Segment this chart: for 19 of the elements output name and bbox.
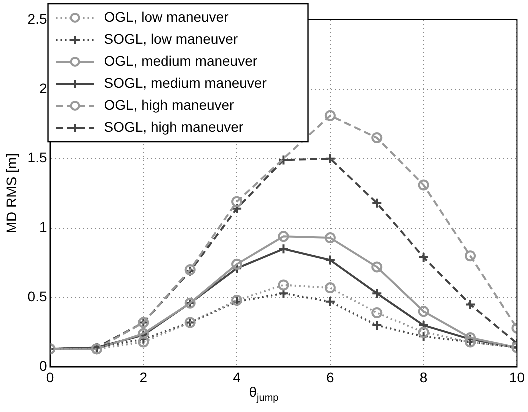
legend-label: SOGL, high maneuver: [104, 118, 244, 135]
legend-label: OGL, low maneuver: [104, 8, 230, 25]
legend-label: OGL, high maneuver: [104, 96, 235, 113]
x-tick-label: 6: [326, 369, 335, 386]
y-tick-label: 2: [39, 80, 48, 96]
x-tick-label: 4: [233, 369, 242, 386]
legend-label: OGL, medium maneuver: [104, 52, 258, 69]
y-tick-label: 1.5: [28, 150, 48, 166]
legend-label: SOGL, medium maneuver: [104, 74, 268, 91]
y-tick-label: 0.5: [28, 288, 48, 305]
y-tick-label: 1: [39, 219, 48, 236]
x-tick-label: 10: [509, 369, 526, 386]
legend-label: SOGL, low maneuver: [104, 30, 238, 47]
y-tick-label: 0: [39, 358, 48, 374]
x-axis-title: θ$_{jump}$: [248, 384, 280, 404]
y-tick-label: 2.5: [28, 10, 48, 27]
x-tick-label: 2: [140, 369, 148, 386]
y-axis-title: MD RMS [m]: [3, 154, 20, 234]
x-tick-label: 8: [420, 369, 428, 386]
